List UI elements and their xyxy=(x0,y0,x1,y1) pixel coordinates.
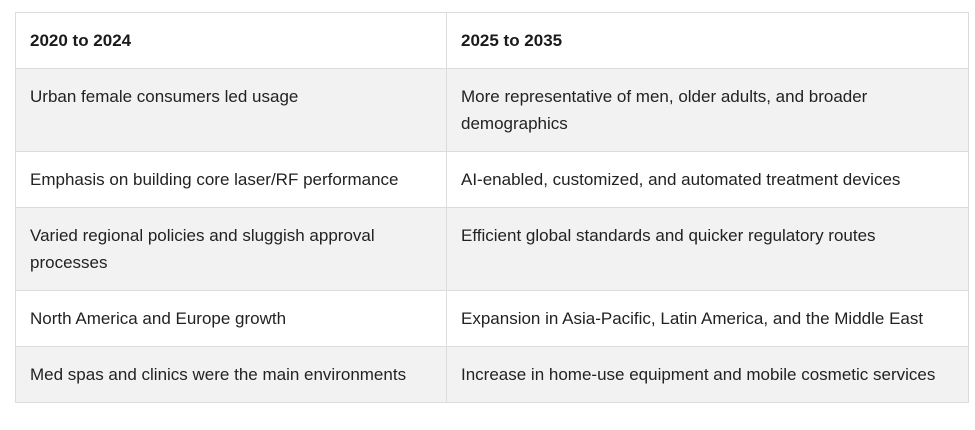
table-body: Urban female consumers led usage More re… xyxy=(15,68,969,403)
table-row: Med spas and clinics were the main envir… xyxy=(15,346,969,403)
cell-2025-2035: Efficient global standards and quicker r… xyxy=(446,207,969,291)
header-row: 2020 to 2024 2025 to 2035 xyxy=(15,12,969,69)
table-header: 2020 to 2024 2025 to 2035 xyxy=(15,12,969,69)
header-period-2025-2035: 2025 to 2035 xyxy=(446,12,969,69)
cell-2020-2024: Varied regional policies and sluggish ap… xyxy=(15,207,447,291)
table-row: Varied regional policies and sluggish ap… xyxy=(15,207,969,291)
table-row: Emphasis on building core laser/RF perfo… xyxy=(15,151,969,208)
cell-2025-2035: More representative of men, older adults… xyxy=(446,68,969,152)
cell-2020-2024: Urban female consumers led usage xyxy=(15,68,447,152)
cell-2020-2024: Med spas and clinics were the main envir… xyxy=(15,346,447,403)
header-period-2020-2024: 2020 to 2024 xyxy=(15,12,447,69)
cell-2020-2024: North America and Europe growth xyxy=(15,290,447,347)
cell-2025-2035: Expansion in Asia-Pacific, Latin America… xyxy=(446,290,969,347)
comparison-table-container: 2020 to 2024 2025 to 2035 Urban female c… xyxy=(15,12,969,403)
cell-2020-2024: Emphasis on building core laser/RF perfo… xyxy=(15,151,447,208)
comparison-table: 2020 to 2024 2025 to 2035 Urban female c… xyxy=(15,12,969,403)
cell-2025-2035: AI-enabled, customized, and automated tr… xyxy=(446,151,969,208)
table-row: North America and Europe growth Expansio… xyxy=(15,290,969,347)
cell-2025-2035: Increase in home-use equipment and mobil… xyxy=(446,346,969,403)
table-row: Urban female consumers led usage More re… xyxy=(15,68,969,152)
